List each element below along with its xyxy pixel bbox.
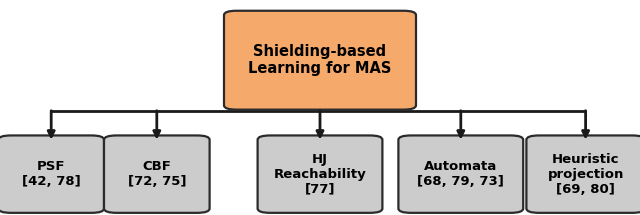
FancyBboxPatch shape <box>104 135 210 213</box>
Text: Shielding-based
Learning for MAS: Shielding-based Learning for MAS <box>248 44 392 76</box>
FancyBboxPatch shape <box>224 11 416 110</box>
Text: HJ
Reachability
[77]: HJ Reachability [77] <box>274 153 366 196</box>
Text: Automata
[68, 79, 73]: Automata [68, 79, 73] <box>417 160 504 188</box>
Text: CBF
[72, 75]: CBF [72, 75] <box>127 160 186 188</box>
FancyBboxPatch shape <box>257 135 383 213</box>
Text: PSF
[42, 78]: PSF [42, 78] <box>22 160 81 188</box>
Text: Heuristic
projection
[69, 80]: Heuristic projection [69, 80] <box>547 153 624 196</box>
FancyBboxPatch shape <box>398 135 523 213</box>
FancyBboxPatch shape <box>0 135 104 213</box>
FancyBboxPatch shape <box>526 135 640 213</box>
